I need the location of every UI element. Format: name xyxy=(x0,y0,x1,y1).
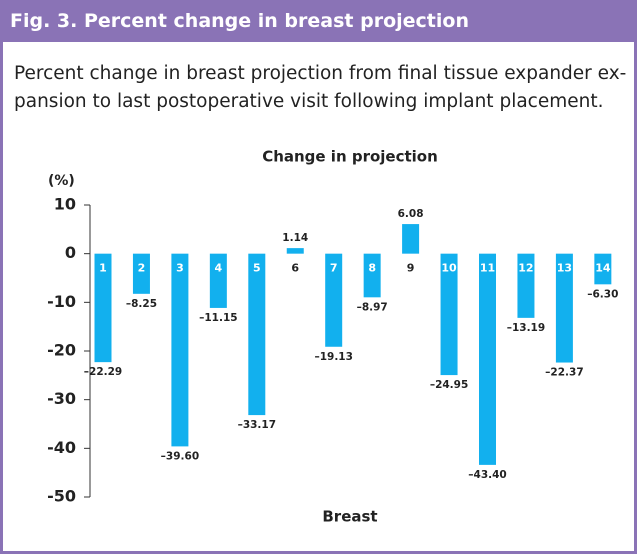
category-label: 11 xyxy=(480,262,495,275)
caption: Percent change in breast projection from… xyxy=(14,60,626,116)
category-label: 1 xyxy=(99,262,107,275)
chart-title: Change in projection xyxy=(262,148,438,166)
category-label: 7 xyxy=(330,262,338,275)
bar xyxy=(248,253,266,416)
value-label: –8.97 xyxy=(357,301,388,313)
category-label: 5 xyxy=(253,262,261,275)
bar xyxy=(440,253,458,376)
y-tick-label: 0 xyxy=(65,243,76,262)
bar xyxy=(402,224,420,254)
value-label: –11.15 xyxy=(199,312,237,324)
value-label: –43.40 xyxy=(468,469,506,481)
value-label: –22.29 xyxy=(84,366,122,378)
value-label: 6.08 xyxy=(398,208,424,220)
y-axis-label: (%) xyxy=(48,173,75,189)
category-label: 14 xyxy=(595,262,611,275)
bar xyxy=(209,253,227,308)
value-label: –19.13 xyxy=(314,351,352,363)
bar xyxy=(171,253,189,447)
category-label: 12 xyxy=(518,262,533,275)
figure-header: Fig. 3. Percent change in breast project… xyxy=(0,0,637,42)
value-label: –22.37 xyxy=(545,367,583,379)
category-label: 9 xyxy=(407,262,415,275)
bar xyxy=(517,253,535,318)
category-label: 10 xyxy=(441,262,457,275)
value-label: 1.14 xyxy=(282,232,308,244)
y-tick-label: 10 xyxy=(54,195,76,214)
caption-line: Percent change in breast projection from… xyxy=(14,63,627,84)
y-tick-label: -30 xyxy=(47,389,76,408)
y-tick-label: -10 xyxy=(47,292,76,311)
category-label: 6 xyxy=(291,262,299,275)
y-tick-label: -40 xyxy=(47,438,76,457)
category-label: 13 xyxy=(557,262,572,275)
bar xyxy=(555,253,573,363)
bar xyxy=(325,253,343,347)
category-label: 2 xyxy=(138,262,146,275)
y-tick-label: -50 xyxy=(47,487,76,506)
x-axis-label: Breast xyxy=(322,508,377,526)
y-tick-label: -20 xyxy=(47,341,76,360)
category-label: 4 xyxy=(215,262,223,275)
category-label: 8 xyxy=(368,262,376,275)
category-label: 3 xyxy=(176,262,184,275)
bar xyxy=(363,253,381,298)
value-label: –39.60 xyxy=(161,450,199,462)
bar xyxy=(94,253,112,363)
bar xyxy=(286,248,304,254)
caption-line: pansion to last postoperative visit foll… xyxy=(14,91,604,112)
bar xyxy=(479,253,496,465)
value-label: –24.95 xyxy=(430,379,468,391)
bar xyxy=(594,253,612,285)
value-label: –13.19 xyxy=(507,322,545,334)
value-label: –8.25 xyxy=(126,298,157,310)
value-label: –33.17 xyxy=(238,419,276,431)
value-label: –6.30 xyxy=(587,288,618,300)
bar xyxy=(132,253,150,294)
